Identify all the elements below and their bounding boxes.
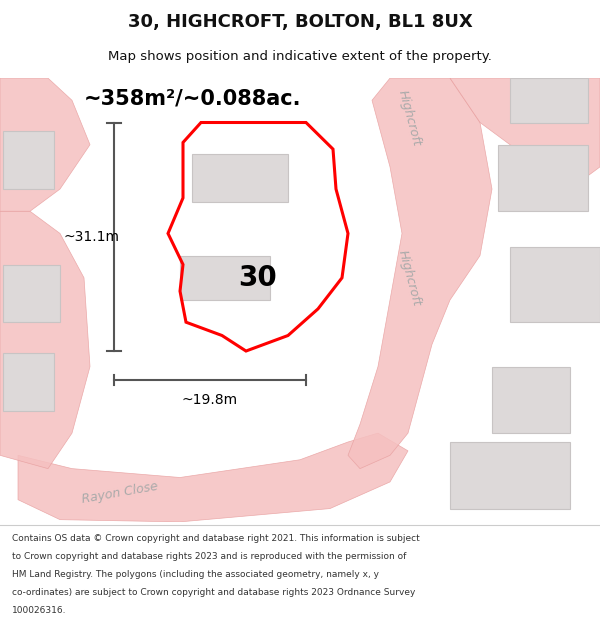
Polygon shape	[498, 144, 588, 211]
Polygon shape	[510, 78, 588, 122]
Text: ~31.1m: ~31.1m	[63, 230, 119, 244]
Polygon shape	[450, 78, 600, 189]
Polygon shape	[492, 366, 570, 433]
Polygon shape	[3, 264, 60, 322]
Text: Contains OS data © Crown copyright and database right 2021. This information is : Contains OS data © Crown copyright and d…	[12, 534, 420, 543]
Polygon shape	[18, 433, 408, 522]
Text: 100026316.: 100026316.	[12, 606, 67, 616]
Polygon shape	[3, 353, 54, 411]
Polygon shape	[0, 78, 90, 211]
Text: HM Land Registry. The polygons (including the associated geometry, namely x, y: HM Land Registry. The polygons (includin…	[12, 571, 379, 579]
Text: 30, HIGHCROFT, BOLTON, BL1 8UX: 30, HIGHCROFT, BOLTON, BL1 8UX	[128, 13, 472, 31]
Polygon shape	[510, 247, 600, 322]
Text: Highcroft: Highcroft	[395, 89, 423, 148]
Polygon shape	[192, 154, 288, 202]
Text: Rayon Close: Rayon Close	[81, 480, 159, 506]
Text: co-ordinates) are subject to Crown copyright and database rights 2023 Ordnance S: co-ordinates) are subject to Crown copyr…	[12, 588, 415, 598]
Polygon shape	[348, 78, 492, 469]
Text: ~358m²/~0.088ac.: ~358m²/~0.088ac.	[83, 88, 301, 108]
Polygon shape	[3, 131, 54, 189]
Polygon shape	[0, 211, 90, 469]
Polygon shape	[180, 256, 270, 300]
Polygon shape	[450, 442, 570, 509]
Text: to Crown copyright and database rights 2023 and is reproduced with the permissio: to Crown copyright and database rights 2…	[12, 552, 406, 561]
Text: 30: 30	[239, 264, 277, 292]
Text: Map shows position and indicative extent of the property.: Map shows position and indicative extent…	[108, 50, 492, 62]
Text: Highcroft: Highcroft	[395, 248, 423, 308]
Text: ~19.8m: ~19.8m	[182, 393, 238, 407]
